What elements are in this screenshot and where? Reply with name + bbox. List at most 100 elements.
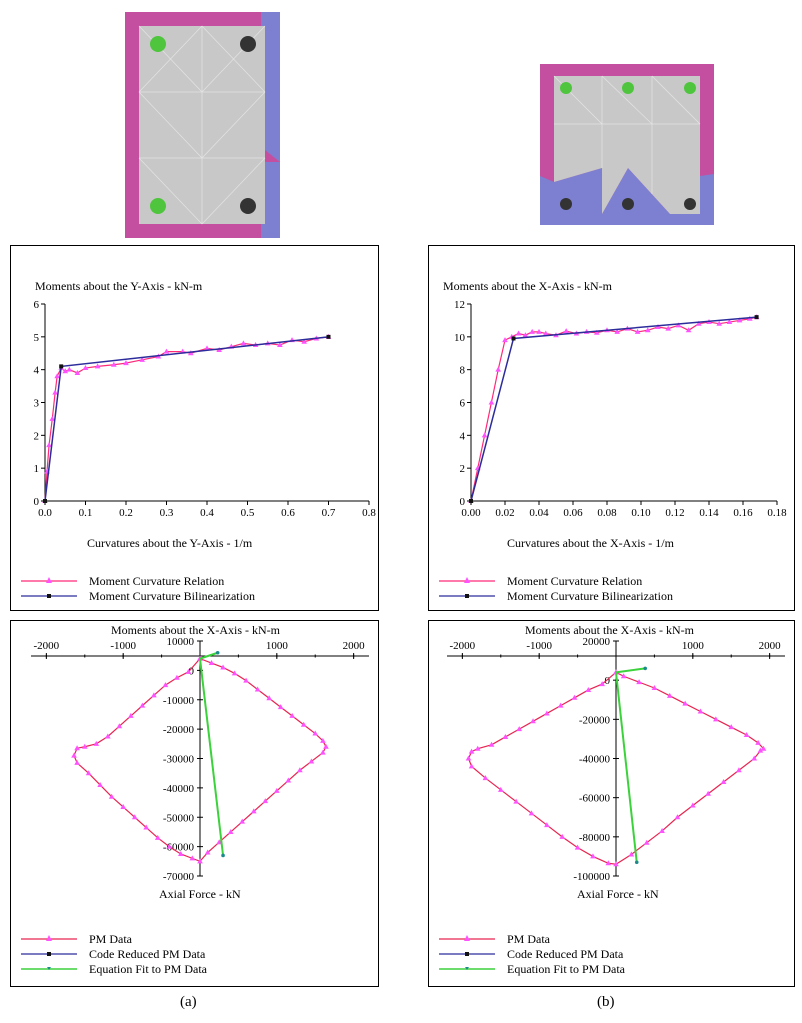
data-point-pm — [760, 745, 767, 751]
data-point-relation — [495, 366, 501, 372]
data-point-pm — [736, 767, 742, 773]
data-point-pm — [465, 755, 472, 761]
x-tick-label: 0.7 — [322, 507, 336, 519]
y-tick-label: -60000 — [579, 793, 611, 805]
x-tick-label: -1000 — [110, 640, 136, 652]
data-point-pm — [720, 779, 727, 784]
section-b-bar-green-3 — [684, 82, 696, 94]
chart-title: Moments about the X-Axis - kN-m — [443, 279, 612, 293]
data-point-pm — [131, 814, 138, 820]
x-tick-label: 2000 — [343, 640, 366, 652]
legend-label: Moment Curvature Relation — [89, 574, 225, 588]
data-point-pm — [189, 855, 196, 861]
x-tick-label: 0.3 — [160, 507, 174, 519]
data-point-relation — [529, 328, 535, 334]
section-b-compression-zone — [540, 168, 714, 225]
y-tick-label: 5 — [34, 332, 40, 344]
y-tick-label: 4 — [34, 365, 40, 377]
data-point-pm — [557, 702, 564, 708]
data-point-relation — [563, 328, 569, 334]
data-point-pm — [197, 858, 203, 864]
y-tick-label: 12 — [454, 299, 465, 311]
data-point-pm — [312, 730, 319, 736]
data-point-pm — [620, 673, 627, 679]
legend-label: Moment Curvature Bilinearization — [89, 589, 255, 603]
data-point-pm — [220, 664, 226, 670]
x-tick-label: 0.0 — [38, 507, 52, 519]
data-point-bilinear — [59, 364, 64, 369]
y-tick-label: -100000 — [573, 871, 610, 883]
data-point-pm — [544, 822, 550, 828]
data-point-bilinear — [43, 499, 47, 503]
section-b-bar-black-3 — [684, 198, 696, 210]
data-point-pm — [659, 827, 665, 833]
x-tick-label: 0.6 — [281, 507, 295, 519]
y-tick-label: -20000 — [579, 714, 611, 726]
y-tick-label: -50000 — [163, 812, 195, 824]
data-point-relation — [594, 329, 600, 335]
section-b-bar-green-1 — [560, 82, 572, 94]
section-b-bar-green-2 — [622, 82, 634, 94]
x-tick-label: 1000 — [266, 640, 289, 652]
data-point-pm — [120, 803, 126, 809]
data-point-pm — [74, 745, 80, 751]
y-tick-label: 0 — [460, 496, 466, 508]
section-b-bar-black-1 — [560, 198, 572, 210]
y-tick-label: 0 — [605, 675, 611, 687]
panel-b-pm-interaction: -2000 -1000 1000 2000 20000 0 -20000 -40000 -600… — [428, 620, 795, 987]
data-point-relation — [685, 327, 692, 333]
data-point-pm — [516, 726, 523, 732]
x-tick-label: 2000 — [759, 640, 782, 652]
data-point-relation — [736, 317, 743, 323]
data-point-pm — [297, 767, 303, 773]
data-point-pm — [227, 828, 234, 834]
data-point-pm — [530, 718, 536, 724]
legend-label: Equation Fit to PM Data — [507, 962, 625, 976]
x-tick-label: 0.8 — [362, 507, 376, 519]
data-point-pm — [682, 700, 688, 706]
data-point-pm — [743, 732, 750, 737]
y-tick-label: 10000 — [167, 636, 195, 648]
data-point-pm — [628, 851, 635, 857]
data-point-pm — [105, 733, 111, 739]
data-point-relation — [49, 415, 56, 421]
data-point-pm — [323, 743, 329, 749]
series-line-equation-fit — [615, 667, 646, 674]
x-tick-label: -1000 — [526, 640, 552, 652]
data-point-bilinear — [326, 334, 331, 339]
data-point-pm — [705, 790, 711, 796]
data-point-pm — [755, 739, 761, 745]
legend-label: PM Data — [507, 932, 550, 946]
x-tick-label: 0.06 — [563, 507, 583, 519]
x-tick-label: 0.10 — [631, 507, 651, 519]
data-point-relation — [62, 368, 69, 374]
data-point-pm — [468, 748, 475, 754]
data-point-relation — [204, 345, 210, 351]
series-line-moment-curvature-relation — [44, 336, 329, 502]
data-point-pm — [690, 802, 696, 808]
data-point-pm — [574, 844, 581, 850]
x-axis-label: Axial Force - kN — [159, 887, 241, 901]
data-point-pm — [751, 755, 758, 761]
y-tick-label: -40000 — [163, 783, 195, 795]
data-point-pm — [177, 850, 184, 856]
x-tick-label: 0.08 — [597, 507, 617, 519]
data-point-pm — [482, 775, 489, 781]
data-point-pm — [108, 793, 115, 799]
data-point-pm — [277, 704, 284, 710]
series-line-equation-fit — [615, 672, 638, 863]
y-tick-label: 6 — [34, 299, 40, 311]
data-point-pm — [666, 692, 673, 698]
data-point-relation — [634, 328, 641, 334]
y-tick-label: 2 — [460, 463, 466, 475]
legend-label: Moment Curvature Bilinearization — [507, 589, 673, 603]
x-tick-label: 0.5 — [241, 507, 255, 519]
data-point-pm — [93, 740, 100, 746]
data-point-equation-fit — [643, 666, 647, 671]
data-point-pm — [697, 708, 704, 714]
data-point-relation — [301, 338, 307, 344]
data-point-pm — [204, 849, 211, 855]
data-point-pm — [636, 679, 642, 685]
y-tick-label: -20000 — [163, 724, 195, 736]
data-point-pm — [674, 814, 681, 820]
